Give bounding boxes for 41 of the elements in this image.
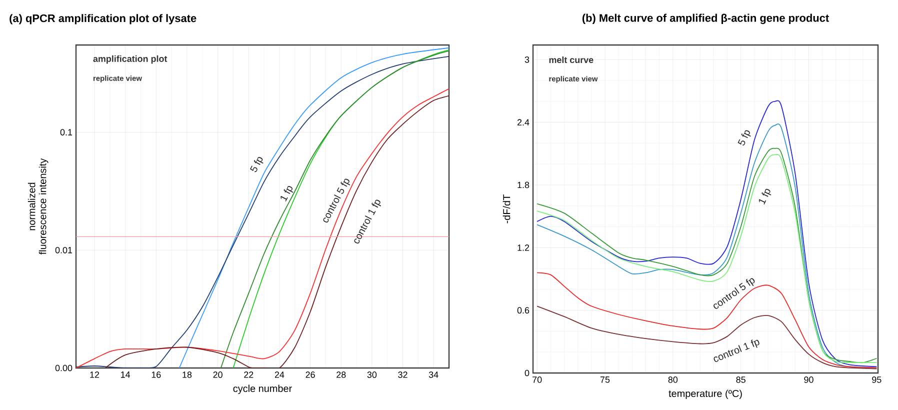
- y-axis-title: -dF/dT: [502, 194, 510, 224]
- y-tick-label: 0.00: [55, 364, 72, 372]
- annotation: 5 fp: [250, 156, 264, 172]
- annotation: 1 fp: [280, 186, 294, 202]
- x-tick-label: 24: [274, 372, 284, 378]
- y-tick-label: 0.6: [517, 307, 530, 314]
- x-axis-title: temperature (ºC): [668, 390, 742, 399]
- chart-title: (a) qPCR amplification plot of lysate: [10, 14, 196, 24]
- x-tick-label: 16: [152, 372, 161, 378]
- x-tick-label: 12: [90, 372, 100, 378]
- y-tick-label: 1.2: [518, 244, 530, 251]
- x-tick-label: 80: [668, 376, 678, 383]
- x-tick-label: 28: [336, 372, 346, 378]
- x-tick-label: 14: [121, 372, 130, 378]
- x-tick-label: 22: [244, 372, 254, 378]
- line-series: [178, 47, 450, 368]
- x-tick-label: 18: [182, 372, 192, 378]
- x-tick-label: 85: [736, 376, 746, 383]
- annotation: amplification plot: [93, 55, 168, 64]
- annotation: melt curve: [549, 56, 594, 64]
- x-tick-label: 26: [306, 372, 315, 378]
- chart-title: (b) Melt curve of amplified β-actin gene product: [582, 14, 829, 24]
- x-tick-label: 34: [428, 372, 438, 378]
- x-tick-label: 90: [804, 376, 814, 383]
- line-series: [536, 272, 878, 368]
- annotation: 1 fp: [758, 188, 772, 204]
- x-tick-label: 70: [532, 376, 542, 383]
- x-tick-label: 32: [398, 372, 408, 378]
- y-tick-label: 2.4: [517, 119, 530, 126]
- y-axis-title: normalized fluorescence intensity: [28, 158, 48, 255]
- y-tick-label: 0.1: [60, 129, 72, 136]
- y-tick-label: 0.01: [55, 246, 72, 254]
- y-tick-label: 1.8: [518, 182, 530, 188]
- annotation: 5 fp: [738, 130, 751, 146]
- x-axis-title: cycle number: [233, 384, 292, 394]
- x-tick-label: 75: [600, 376, 610, 383]
- x-tick-label: 20: [213, 372, 222, 378]
- y-tick-label: 0: [524, 370, 530, 376]
- x-tick-label: 95: [872, 376, 882, 383]
- y-tick-label: 3: [524, 56, 530, 63]
- x-tick-label: 30: [367, 372, 377, 378]
